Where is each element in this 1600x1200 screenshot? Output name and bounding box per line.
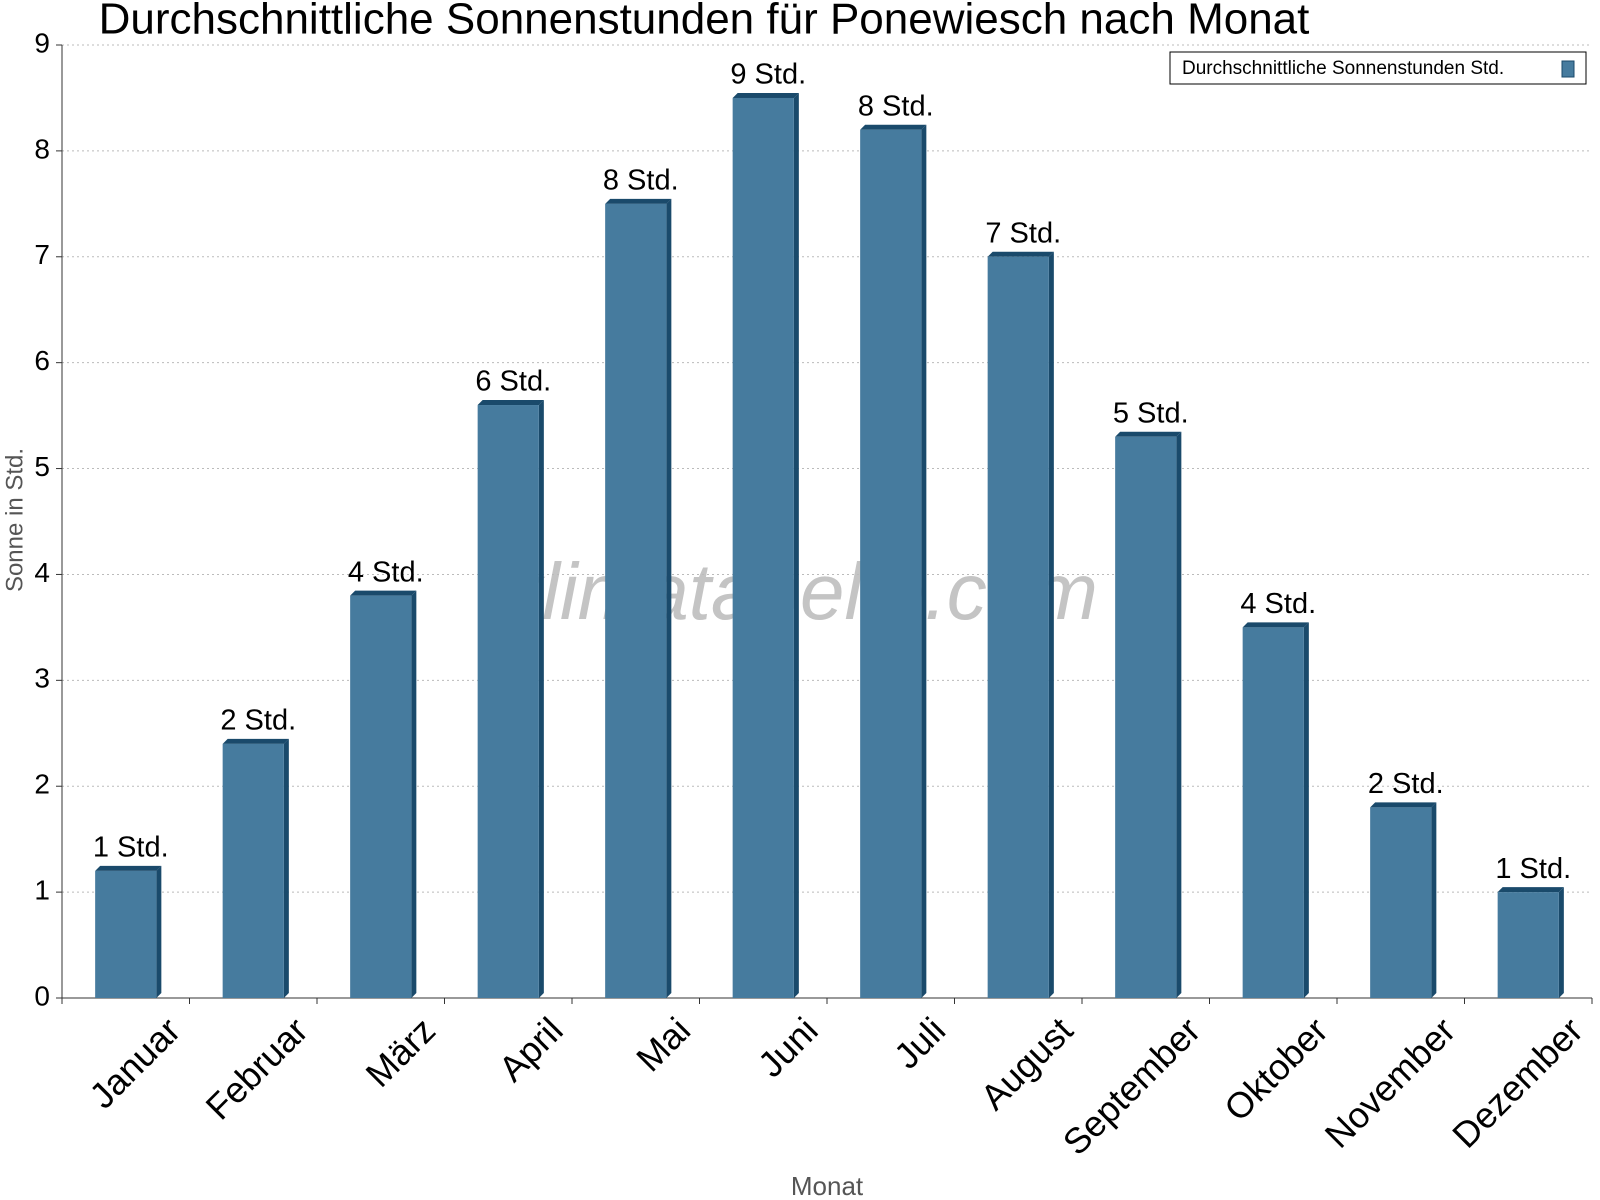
bar-side — [411, 590, 417, 998]
y-tick-label: 8 — [34, 133, 50, 164]
bar-side — [1303, 622, 1309, 998]
bar-side — [793, 92, 799, 998]
bar-top — [605, 198, 672, 204]
bar-side — [1558, 887, 1564, 998]
x-tick-label: Februar — [198, 1009, 316, 1127]
value-label: 4 Std. — [1240, 588, 1316, 620]
y-tick-label: 5 — [34, 451, 50, 482]
bar-side — [1176, 431, 1182, 998]
legend-label: Durchschnittliche Sonnenstunden Std. — [1182, 58, 1504, 79]
legend-swatch — [1561, 60, 1575, 78]
y-tick-label: 1 — [34, 875, 50, 906]
bar-top — [1497, 887, 1564, 893]
value-label: 4 Std. — [348, 556, 424, 588]
bar — [222, 743, 284, 998]
bar-top — [860, 124, 927, 130]
y-tick-label: 6 — [34, 345, 50, 376]
bar — [860, 129, 922, 998]
bar — [605, 203, 667, 999]
bar-top — [95, 865, 162, 871]
value-label: 2 Std. — [220, 705, 296, 737]
bar-top — [222, 738, 289, 744]
bar-side — [156, 865, 162, 998]
bar — [1370, 807, 1432, 998]
bar-top — [1242, 622, 1309, 628]
value-label: 6 Std. — [475, 366, 551, 398]
bar-top — [1370, 802, 1437, 808]
y-tick-label: 7 — [34, 239, 50, 270]
value-label: 2 Std. — [1368, 768, 1444, 800]
legend: Durchschnittliche Sonnenstunden Std. — [1169, 51, 1587, 85]
x-tick-label: Juli — [886, 1009, 953, 1076]
bar-side — [666, 198, 672, 999]
bar-side — [283, 738, 289, 998]
x-tick-label: März — [358, 1009, 444, 1095]
bar — [1242, 627, 1304, 998]
value-label: 5 Std. — [1113, 397, 1189, 429]
y-tick-label: 3 — [34, 663, 50, 694]
bar-side — [1431, 802, 1437, 998]
y-axis-label: Sonne in Std. — [1, 448, 28, 592]
bar — [1497, 892, 1559, 998]
bar-top — [350, 590, 417, 596]
x-axis-label: Monat — [791, 1171, 864, 1200]
x-tick-label: April — [491, 1009, 571, 1089]
y-tick-label: 2 — [34, 769, 50, 800]
bar-top — [732, 92, 799, 98]
y-tick-label: 4 — [34, 557, 50, 588]
x-tick-label: Januar — [81, 1009, 188, 1116]
bar-side — [1048, 251, 1054, 998]
value-label: 7 Std. — [985, 217, 1061, 249]
x-tick-label: Juni — [750, 1009, 826, 1085]
bar — [350, 595, 412, 998]
bar-top — [477, 400, 544, 406]
y-tick-label: 9 — [34, 27, 50, 58]
value-label: 1 Std. — [1495, 853, 1571, 885]
legend-box — [1169, 51, 1587, 85]
value-label: 1 Std. — [93, 832, 169, 864]
x-tick-label: November — [1317, 1009, 1463, 1155]
bar-side — [921, 124, 927, 998]
bar — [477, 405, 539, 998]
bar — [95, 870, 157, 998]
x-tick-label: September — [1055, 1009, 1209, 1163]
x-tick-label: Oktober — [1216, 1009, 1336, 1129]
bar-side — [538, 400, 544, 998]
bar-top — [987, 251, 1054, 257]
bar — [1115, 436, 1177, 998]
bar-top — [1115, 431, 1182, 437]
value-label: 8 Std. — [603, 164, 679, 196]
x-tick-label: Dezember — [1444, 1009, 1590, 1155]
bar — [732, 97, 794, 998]
x-tick-label: Mai — [628, 1009, 698, 1079]
bar — [987, 256, 1049, 998]
value-label: 9 Std. — [730, 59, 806, 91]
y-tick-label: 0 — [34, 980, 50, 1011]
value-label: 8 Std. — [858, 90, 934, 122]
x-tick-label: August — [972, 1009, 1080, 1117]
chart-title: Durchschnittliche Sonnenstunden für Pone… — [99, 0, 1310, 44]
